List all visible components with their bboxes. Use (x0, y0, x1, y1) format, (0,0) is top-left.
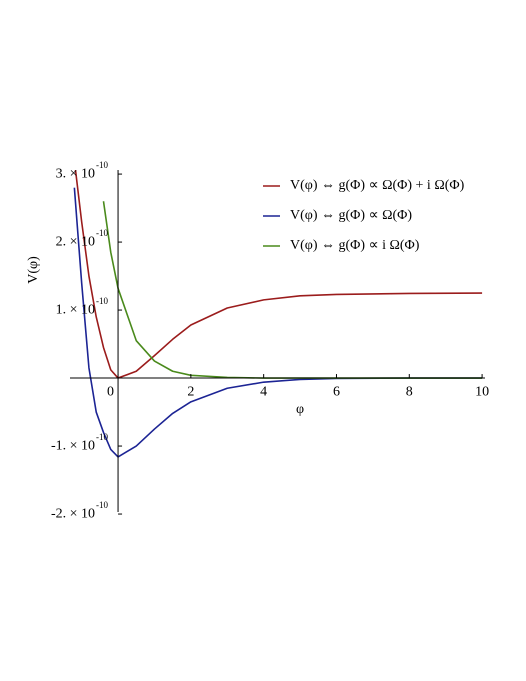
y-tick-label: -1. × 10 (51, 438, 95, 453)
series-line (102, 201, 483, 379)
x-tick-label: 4 (260, 384, 267, 399)
y-tick-exponent: -10 (96, 160, 108, 170)
x-axis-label: φ (296, 402, 304, 417)
y-tick-label: 2. × 10 (56, 234, 95, 249)
y-tick-exponent: -10 (96, 432, 108, 442)
x-tick-label: 6 (333, 384, 340, 399)
y-tick-exponent: -10 (96, 500, 108, 510)
y-tick-label: -2. × 10 (51, 506, 95, 521)
y-tick-exponent: -10 (96, 296, 108, 306)
y-tick-label: 3. × 10 (56, 166, 95, 181)
x-tick-label: 8 (406, 384, 413, 399)
y-tick-label: 1. × 10 (56, 302, 95, 317)
x-tick-label: 10 (475, 384, 489, 399)
y-tick-exponent: -10 (96, 228, 108, 238)
x-tick-label: 0 (107, 384, 114, 399)
plot-area (73, 170, 483, 458)
legend-label: V(φ) ⇔ g(Φ) ∝ i Ω(Φ) (290, 238, 420, 253)
x-tick-label: 2 (187, 384, 194, 399)
legend-label: V(φ) ⇔ g(Φ) ∝ Ω(Φ) (290, 208, 412, 223)
series-line (74, 170, 483, 379)
y-axis-label: V(φ) (26, 256, 41, 284)
legend-label: V(φ) ⇔ g(Φ) ∝ Ω(Φ) + i Ω(Φ) (290, 178, 465, 193)
series-line (73, 187, 483, 458)
